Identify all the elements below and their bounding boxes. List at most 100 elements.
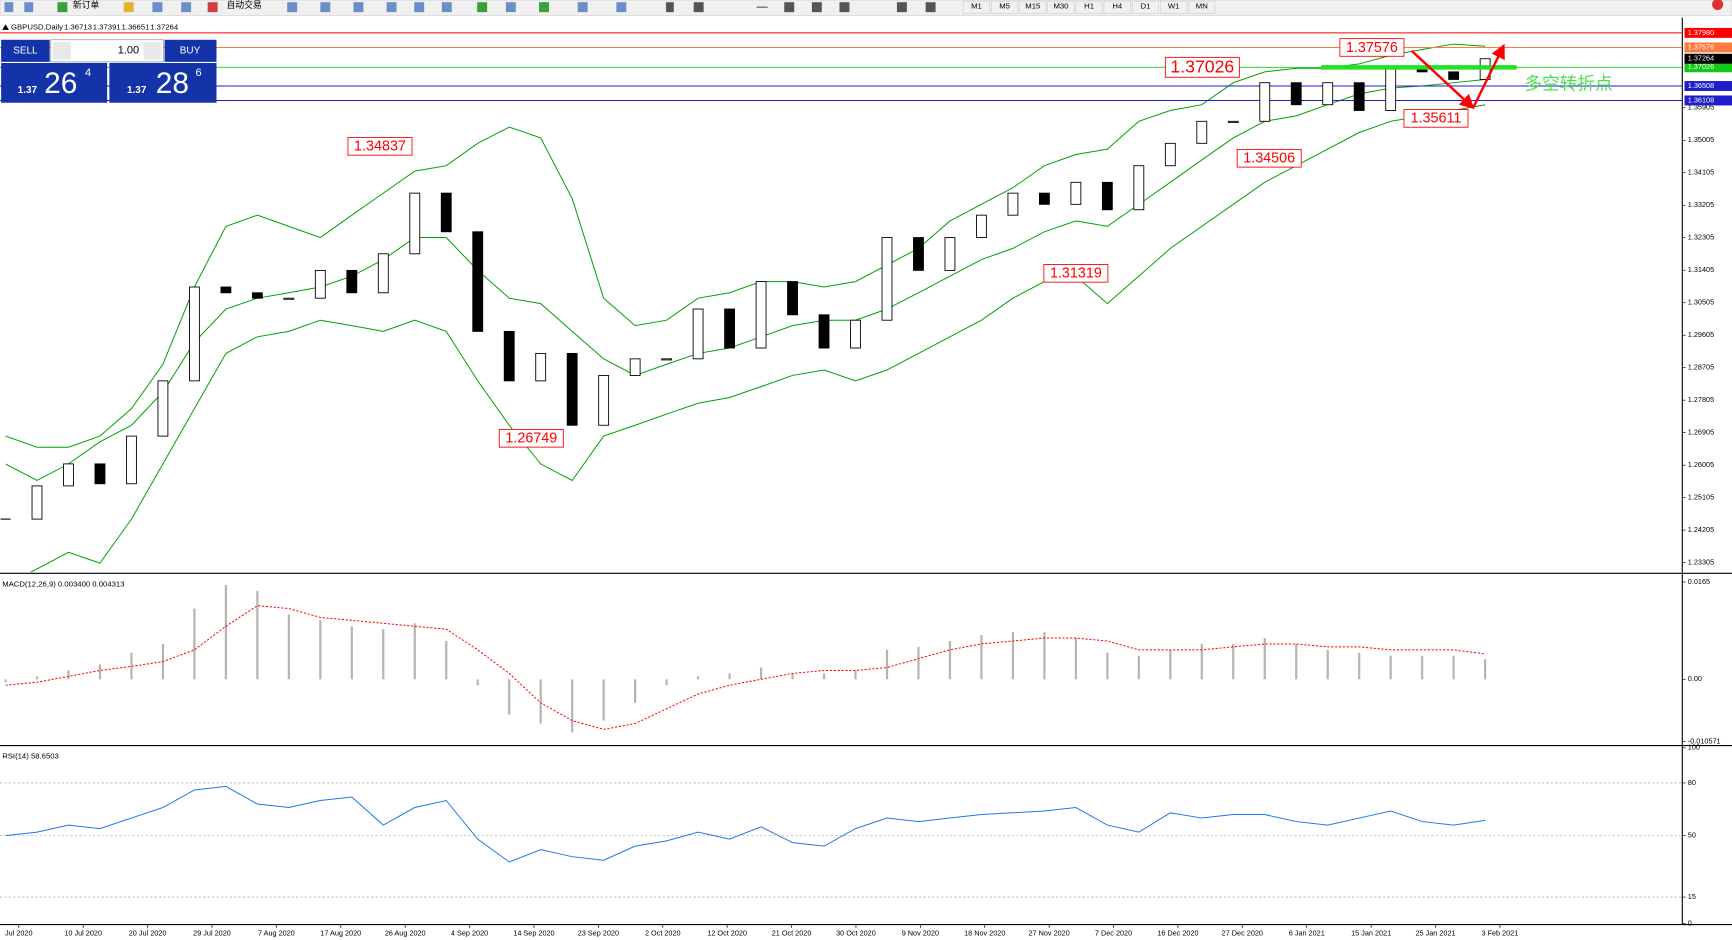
buy-button[interactable] — [164, 39, 217, 62]
candle — [1353, 82, 1365, 111]
candle — [1385, 67, 1397, 111]
timeframe-button[interactable] — [1131, 0, 1159, 14]
sell-button[interactable] — [1, 39, 50, 62]
timeframe-button[interactable] — [991, 0, 1019, 14]
level-tag-label: 1.37026 — [1688, 62, 1714, 71]
y-tick-label: 1.26005 — [1688, 460, 1714, 469]
candle — [1196, 120, 1208, 144]
rsi-plot — [0, 782, 1683, 898]
ask-box[interactable] — [109, 62, 217, 103]
toolbar-button[interactable]: 新订单 — [73, 0, 100, 10]
macd-bar — [854, 670, 857, 680]
macd-bar — [98, 664, 102, 680]
macd-bar — [665, 679, 668, 686]
y-tick-label: 1.34105 — [1688, 168, 1714, 177]
level-tag-label: 1.37980 — [1688, 28, 1714, 37]
timeframe-label[interactable]: D1 — [1141, 2, 1151, 11]
candle — [472, 231, 484, 332]
toolbar-button[interactable]: 自动交易 — [226, 0, 261, 10]
alert-icon[interactable] — [1712, 0, 1724, 10]
candle — [629, 358, 641, 376]
timeframe-label[interactable]: H1 — [1084, 2, 1094, 11]
timeframe-label[interactable]: M15 — [1025, 2, 1040, 11]
candle — [850, 319, 861, 349]
bid-small: 4 — [85, 67, 91, 79]
y-tick-label: 0.0165 — [1688, 577, 1710, 586]
x-tick-label: 4 Sep 2020 — [451, 928, 488, 937]
y-tick-label: 1.30505 — [1688, 298, 1714, 307]
candle — [1038, 192, 1050, 205]
candle — [976, 214, 987, 238]
y-tick-label: 80 — [1688, 778, 1696, 787]
level-tag-label: 1.36508 — [1688, 81, 1714, 90]
x-tick-label: 21 Oct 2020 — [772, 928, 812, 937]
timeframe-label[interactable]: M30 — [1053, 2, 1068, 11]
macd-bar — [1452, 655, 1455, 680]
ask-prefix: 1.37 — [127, 85, 147, 96]
candle — [535, 352, 547, 382]
macd-bar — [193, 608, 196, 680]
sell-label[interactable]: SELL — [13, 45, 38, 56]
x-tick-label: 25 Jan 2021 — [1415, 928, 1455, 937]
x-tick-label: 6 Jan 2021 — [1289, 928, 1325, 937]
y-tick-label: 1.29605 — [1688, 330, 1714, 339]
macd-bar — [287, 614, 290, 680]
timeframe-label[interactable]: MN — [1196, 2, 1208, 11]
x-tick-label: 16 Dec 2020 — [1157, 928, 1198, 937]
axes: 1.35905 1.35005 1.34105 1.33205 1.32305 1.314… — [5, 28, 1732, 937]
candle — [755, 281, 767, 349]
lot-box[interactable] — [50, 39, 164, 63]
candle — [661, 358, 673, 361]
level-tag-label: 1.36108 — [1688, 95, 1714, 104]
macd-bar — [445, 640, 448, 680]
annotation-label: 1.37026 — [1170, 57, 1234, 77]
timeframe-label[interactable]: M1 — [971, 2, 982, 11]
level-tag — [1684, 62, 1732, 73]
macd-bar — [571, 679, 574, 733]
macd-bar — [1232, 643, 1235, 680]
macd-bar — [382, 629, 385, 680]
x-tick-label: 30 Oct 2020 — [836, 928, 876, 937]
annotation-box — [498, 429, 564, 448]
lot-down[interactable] — [53, 41, 71, 60]
y-tick-label: -0.010571 — [1688, 737, 1721, 746]
y-tick-label: 1.26905 — [1688, 428, 1714, 437]
price-tag-label: 1.37264 — [1688, 54, 1714, 63]
annotation-box — [1236, 149, 1302, 168]
buy-label[interactable]: BUY — [180, 45, 201, 56]
timeframe-button[interactable] — [1188, 0, 1216, 14]
candle — [1448, 71, 1460, 80]
y-tick-label: 1.28705 — [1688, 363, 1714, 372]
band-upper — [5, 43, 1486, 448]
candle — [724, 308, 735, 349]
timeframe-label[interactable]: M5 — [999, 2, 1010, 11]
timeframe-button[interactable] — [1103, 0, 1131, 14]
x-tick-label: 3 Feb 2021 — [1482, 928, 1519, 937]
macd-bar — [1421, 655, 1424, 680]
macd-bar — [1043, 632, 1046, 680]
lot-up[interactable] — [143, 41, 162, 60]
x-tick-label: 20 Jul 2020 — [129, 928, 167, 937]
lot-value[interactable]: 1.00 — [118, 45, 139, 57]
y-tick-label: 50 — [1688, 831, 1696, 840]
y-tick-label: 0.00 — [1688, 674, 1702, 683]
macd-bar — [948, 640, 952, 680]
timeframe-button[interactable] — [1160, 0, 1188, 14]
timeframe-button[interactable] — [1075, 0, 1103, 14]
x-tick-label: 27 Nov 2020 — [1028, 928, 1069, 937]
timeframe-button[interactable] — [962, 0, 990, 14]
ohlc-value: 1.36713 — [64, 23, 92, 32]
y-tick-label: 15 — [1688, 892, 1696, 901]
bid-box[interactable] — [1, 62, 108, 103]
timeframe-button[interactable] — [1019, 0, 1047, 14]
drawn-arrow — [1472, 43, 1505, 108]
macd-bar — [1137, 655, 1140, 680]
macd-bar — [1169, 649, 1172, 680]
timeframe-label[interactable]: H4 — [1112, 2, 1123, 11]
timeframe-button[interactable] — [1047, 0, 1075, 14]
annotation-label: 1.35611 — [1411, 111, 1462, 127]
timeframe-label[interactable]: W1 — [1168, 2, 1180, 11]
candle — [314, 269, 326, 299]
macd-bar — [1200, 643, 1203, 680]
